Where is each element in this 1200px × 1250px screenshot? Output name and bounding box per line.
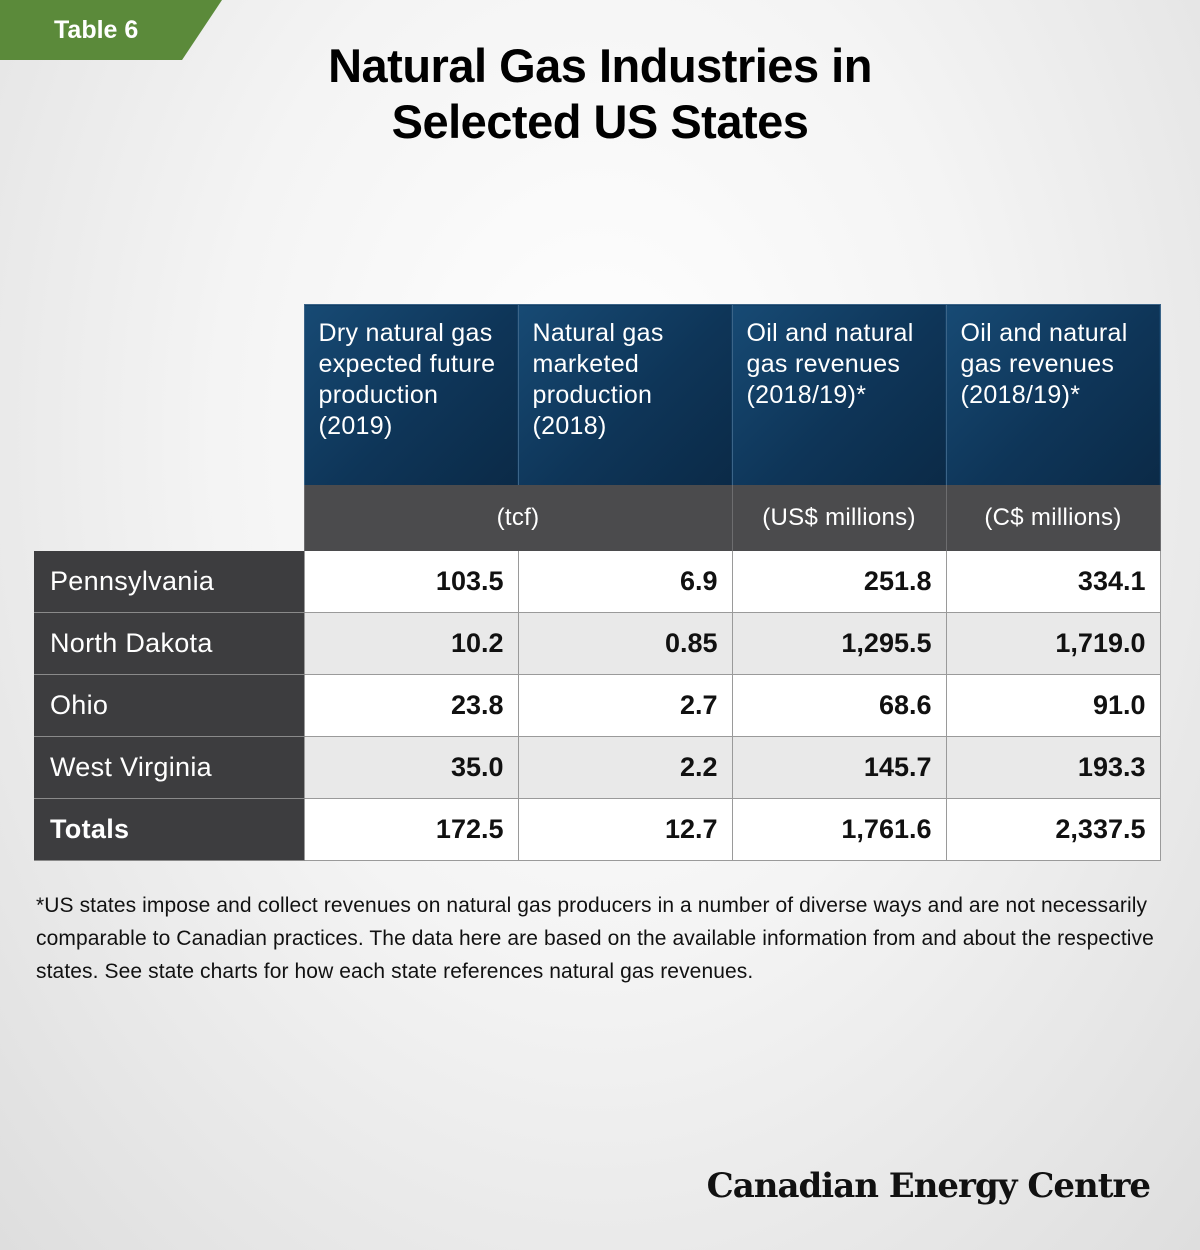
- column-header-row: Dry natural gas expected future producti…: [34, 304, 1161, 485]
- title-line-1: Natural Gas Industries in: [328, 39, 872, 92]
- cell-value: 2.2: [517, 736, 732, 799]
- cell-value: 10.2: [303, 612, 518, 675]
- cell-value: 35.0: [303, 736, 518, 799]
- cell-value: 23.8: [303, 674, 518, 737]
- cell-value: 68.6: [731, 674, 946, 737]
- state-name: North Dakota: [34, 612, 304, 675]
- cell-value: 91.0: [945, 674, 1161, 737]
- unit-cad-millions: (C$ millions): [945, 484, 1161, 551]
- totals-label: Totals: [34, 798, 304, 861]
- state-name: Pennsylvania: [34, 550, 304, 613]
- cell-value: 145.7: [731, 736, 946, 799]
- table-row: North Dakota 10.2 0.85 1,295.5 1,719.0: [34, 612, 1161, 675]
- cell-value: 251.8: [731, 550, 946, 613]
- cell-value: 2.7: [517, 674, 732, 737]
- header-corner-blank: [34, 305, 304, 485]
- state-name: West Virginia: [34, 736, 304, 799]
- cell-value: 0.85: [517, 612, 732, 675]
- column-header-marketed-production: Natural gas marketed production (2018): [517, 304, 732, 485]
- canadian-energy-centre-logo: Canadian Energy Centre: [706, 1166, 1151, 1206]
- unit-usd-millions: (US$ millions): [731, 484, 946, 551]
- cell-value: 6.9: [517, 550, 732, 613]
- footnote: *US states impose and collect revenues o…: [36, 894, 1154, 983]
- unit-tcf: (tcf): [303, 484, 732, 551]
- total-value: 1,761.6: [731, 798, 946, 861]
- total-value: 2,337.5: [945, 798, 1161, 861]
- total-value: 12.7: [517, 798, 732, 861]
- gas-industries-table: Dry natural gas expected future producti…: [34, 304, 1161, 861]
- cell-value: 193.3: [945, 736, 1161, 799]
- totals-row: Totals 172.5 12.7 1,761.6 2,337.5: [34, 798, 1161, 861]
- column-header-revenues-cad: Oil and natural gas revenues (2018/19)*: [945, 304, 1161, 485]
- cell-value: 103.5: [303, 550, 518, 613]
- column-header-revenues-usd: Oil and natural gas revenues (2018/19)*: [731, 304, 946, 485]
- title-line-2: Selected US States: [391, 95, 809, 148]
- cell-value: 1,295.5: [731, 612, 946, 675]
- column-header-dry-gas-production: Dry natural gas expected future producti…: [303, 304, 518, 485]
- cell-value: 1,719.0: [945, 612, 1161, 675]
- cell-value: 334.1: [945, 550, 1161, 613]
- table-row: Pennsylvania 103.5 6.9 251.8 334.1: [34, 550, 1161, 613]
- unit-corner-blank: [34, 485, 304, 551]
- page-title: Natural Gas Industries in Selected US St…: [0, 38, 1200, 150]
- table-number-tab: Table 6: [0, 0, 222, 60]
- table-row: Ohio 23.8 2.7 68.6 91.0: [34, 674, 1161, 737]
- table-row: West Virginia 35.0 2.2 145.7 193.3: [34, 736, 1161, 799]
- unit-row: (tcf) (US$ millions) (C$ millions): [34, 484, 1161, 551]
- state-name: Ohio: [34, 674, 304, 737]
- table-number-label: Table 6: [54, 16, 139, 44]
- total-value: 172.5: [303, 798, 518, 861]
